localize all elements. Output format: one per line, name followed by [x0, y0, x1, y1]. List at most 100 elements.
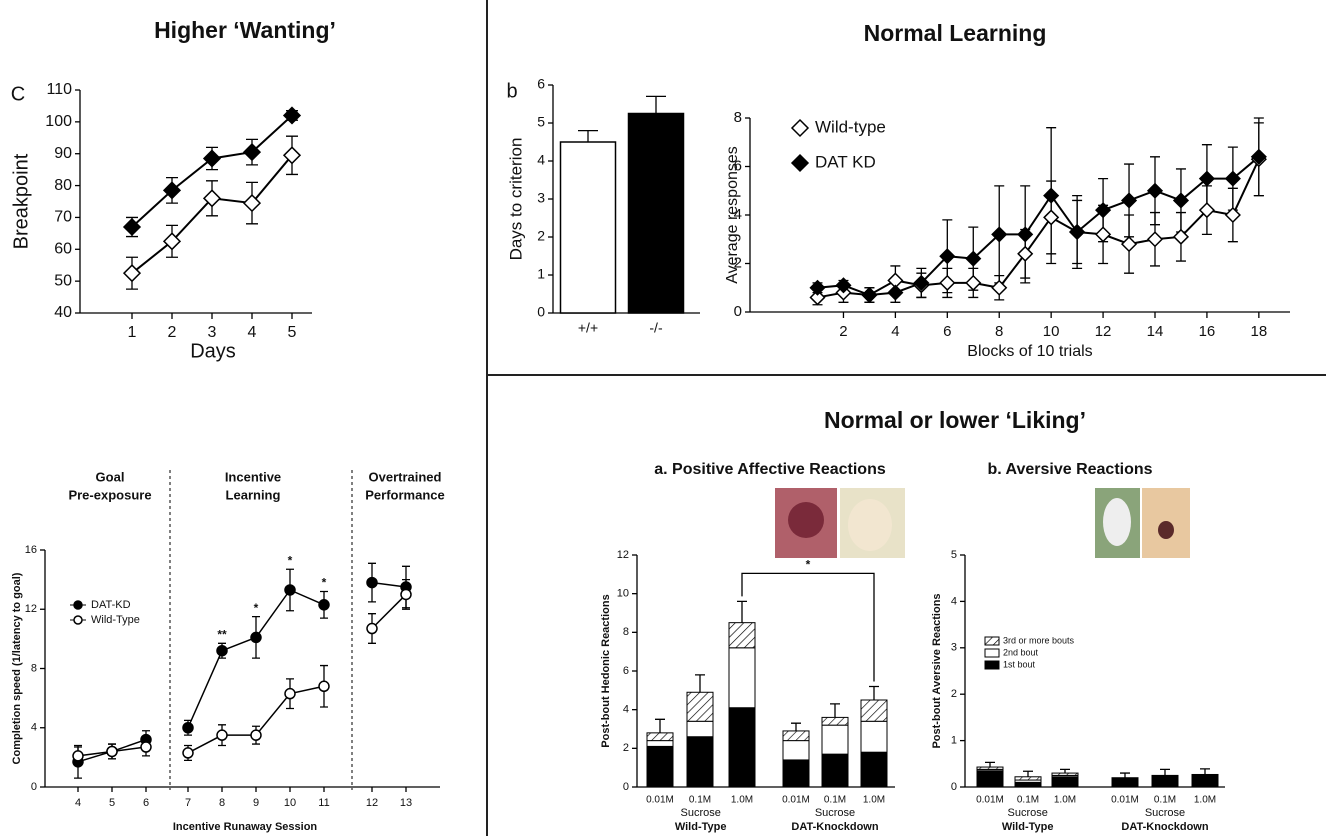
x-tick-label: 16 [1199, 323, 1216, 340]
y-axis-title: Breakpoint [10, 153, 32, 249]
significance: * [806, 558, 811, 572]
y-tick-label: 4 [623, 704, 629, 716]
x-tick-label: 0.1M [1154, 795, 1176, 806]
y-tick-label: 3 [951, 642, 957, 654]
marker [183, 723, 193, 733]
y-tick-label: 110 [46, 81, 72, 98]
x-tick-label: 6 [143, 797, 149, 809]
y-tick-label: 6 [537, 76, 545, 92]
group-label: Wild-Type [675, 821, 727, 833]
phase-title: Incentive [225, 469, 281, 484]
y-axis-title: Post-bout Hedonic Reactions [600, 594, 612, 747]
y-tick-label: 10 [617, 588, 629, 600]
x-tick-label: 3 [208, 324, 217, 341]
y-axis-title: Completion speed (1/latency to goal) [11, 572, 23, 764]
y-axis-title: Post-bout Aversive Reactions [931, 593, 943, 748]
legend-label: DAT KD [815, 152, 876, 171]
group-sublabel: Sucrose [815, 807, 855, 819]
x-tick-label: 0.01M [1111, 795, 1139, 806]
x-axis-title: Blocks of 10 trials [967, 343, 1092, 360]
x-tick-label: 4 [248, 324, 257, 341]
bar-segment [822, 725, 848, 754]
bar-segment [783, 731, 809, 741]
bar-segment [977, 771, 1003, 787]
significance: * [288, 553, 293, 567]
bar [629, 114, 684, 314]
bar-segment [822, 754, 848, 787]
chart-title: b. Aversive Reactions [987, 461, 1152, 478]
x-tick-label: 1.0M [1194, 795, 1216, 806]
group-label: Wild-Type [1002, 821, 1054, 833]
y-tick-label: 90 [54, 145, 72, 162]
bar-segment [861, 752, 887, 787]
x-tick-label: 2 [168, 324, 177, 341]
marker [217, 646, 227, 656]
marker [401, 589, 411, 599]
x-tick-label: 1.0M [1054, 795, 1076, 806]
x-tick-label: 6 [943, 323, 951, 340]
x-tick-label: 0.01M [646, 795, 674, 806]
x-tick-label: 5 [109, 797, 115, 809]
bar-segment [861, 721, 887, 752]
y-tick-label: 1 [951, 735, 957, 747]
x-tick-label: 4 [891, 323, 899, 340]
x-axis-title: Incentive Runaway Session [173, 821, 318, 833]
bar-segment [729, 708, 755, 787]
y-tick-label: 12 [25, 603, 37, 615]
legend-label: 3rd or more bouts [1003, 635, 1075, 645]
y-tick-label: 8 [31, 662, 37, 674]
bar-segment [687, 721, 713, 736]
y-tick-label: 40 [54, 304, 72, 321]
y-tick-label: 4 [951, 595, 957, 607]
photo-detail [788, 502, 824, 538]
bar-segment [729, 623, 755, 648]
y-tick-label: 5 [951, 549, 957, 561]
bar-segment [1052, 777, 1078, 787]
marker [319, 600, 329, 610]
x-tick-label: 0.1M [824, 795, 846, 806]
y-tick-label: 0 [537, 304, 545, 320]
x-tick-label: 12 [366, 797, 378, 809]
chart-title: a. Positive Affective Reactions [654, 461, 886, 478]
y-tick-label: 8 [734, 109, 742, 126]
y-tick-label: 70 [54, 209, 72, 226]
phase-title: Overtrained [369, 469, 442, 484]
marker [141, 742, 151, 752]
x-tick-label: 9 [253, 797, 259, 809]
phase-title: Learning [226, 487, 281, 502]
legend-swatch [985, 649, 999, 657]
page: Higher ‘Wanting’ Normal Learning Normal … [0, 0, 1326, 836]
group-sublabel: Sucrose [680, 807, 720, 819]
group-label: DAT-Knockdown [1121, 821, 1208, 833]
x-tick-label: 11 [318, 797, 329, 809]
x-axis-title: Days [190, 340, 236, 362]
panel-label: b [506, 80, 517, 102]
x-tick-label: -/- [649, 320, 663, 336]
y-tick-label: 100 [45, 113, 72, 130]
x-tick-label: 10 [1043, 323, 1060, 340]
x-tick-label: 1 [128, 324, 137, 341]
group-sublabel: Sucrose [1007, 807, 1047, 819]
significance: * [254, 601, 259, 615]
x-tick-label: 8 [219, 797, 225, 809]
legend-swatch [985, 637, 999, 645]
legend-label: Wild-type [815, 117, 886, 136]
x-tick-label: 14 [1147, 323, 1164, 340]
y-tick-label: 0 [31, 781, 37, 793]
significance: * [322, 576, 327, 590]
photo-detail [1158, 521, 1174, 539]
marker [251, 632, 261, 642]
y-axis-title: Days to criterion [506, 138, 525, 261]
bar-segment [647, 733, 673, 741]
x-tick-label: +/+ [578, 320, 598, 336]
bar-segment [822, 717, 848, 725]
phase-title: Pre-exposure [68, 487, 151, 502]
bar [561, 142, 616, 313]
x-tick-label: 0.01M [782, 795, 810, 806]
x-tick-label: 13 [400, 797, 412, 809]
y-tick-label: 2 [623, 742, 629, 754]
x-tick-label: 8 [995, 323, 1003, 340]
y-tick-label: 8 [623, 626, 629, 638]
bar-segment [977, 767, 1003, 769]
legend-label: Wild-Type [91, 614, 140, 626]
